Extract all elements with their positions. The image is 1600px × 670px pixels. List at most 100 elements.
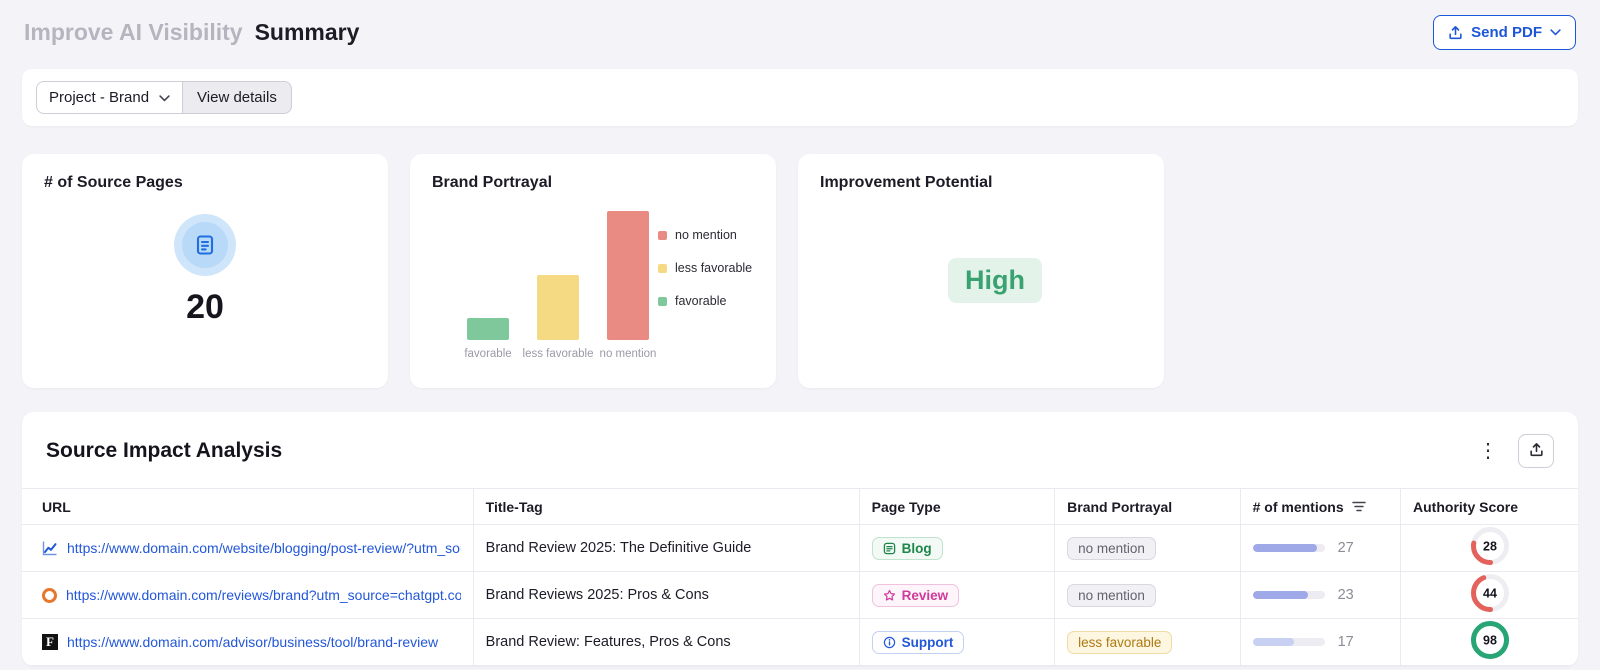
more-options-button[interactable]: ⋮: [1472, 437, 1504, 465]
table-header-bar: Source Impact Analysis ⋮: [22, 434, 1578, 488]
page-type-label: Review: [901, 587, 949, 603]
source-impact-analysis-card: Source Impact Analysis ⋮ URL Title-Tag Pag…: [22, 412, 1578, 666]
mentions-value: 17: [1337, 634, 1354, 650]
brand-portrayal-card: Brand Portrayal favorable less favorable n…: [410, 154, 776, 388]
improvement-potential-title: Improvement Potential: [820, 174, 993, 191]
page-title-breadcrumb: Improve AI Visibility: [24, 19, 243, 45]
chevron-down-icon: [1550, 29, 1561, 36]
x-axis-label: less favorable: [522, 348, 594, 360]
legend-swatch: [658, 230, 667, 240]
mentions-value: 27: [1337, 540, 1354, 556]
mentions-bar: [1252, 638, 1325, 646]
bar-less-favorable: [537, 275, 579, 340]
authority-score-value: 28: [1483, 540, 1497, 554]
export-button[interactable]: [1518, 434, 1554, 468]
legend-item: favorable: [658, 294, 752, 308]
source-url-link[interactable]: https://www.domain.com/advisor/business/…: [67, 634, 439, 650]
source-pages-card: # of Source Pages 20: [22, 154, 388, 388]
brand-portrayal-chart: favorable less favorable no mention no men…: [432, 196, 754, 368]
page-type-badge: Review: [871, 583, 960, 607]
column-header-authority-score[interactable]: Authority Score: [1400, 488, 1578, 525]
authority-score-value: 98: [1483, 634, 1497, 648]
authority-score-gauge: 44: [1470, 574, 1509, 612]
export-icon: [1529, 442, 1544, 460]
document-icon: [174, 214, 236, 276]
star-icon: [883, 589, 895, 601]
x-axis-label: favorable: [464, 348, 512, 360]
bar-chart-bars: [467, 210, 649, 340]
source-pages-title: # of Source Pages: [44, 174, 183, 191]
legend-item: no mention: [658, 228, 752, 242]
section-title: Source Impact Analysis: [46, 439, 283, 462]
source-impact-table: URL Title-Tag Page Type Brand Portrayal # of…: [22, 488, 1578, 666]
column-header-label: Title-Tag: [485, 498, 543, 515]
authority-score-gauge: 28: [1470, 527, 1509, 565]
document-icon-inner: [182, 222, 228, 268]
info-icon: [883, 636, 895, 648]
title-tag-cell: Brand Review 2025: The Definitive Guide: [472, 524, 860, 572]
authority-score-value: 44: [1483, 587, 1497, 601]
title-tag-cell: Brand Reviews 2025: Pros & Cons: [472, 571, 860, 619]
source-pages-stat: 20: [44, 214, 366, 327]
table-header-row: URL Title-Tag Page Type Brand Portrayal # of…: [22, 488, 1578, 525]
table-row: https://www.domain.com/reviews/brand?utm…: [22, 571, 1578, 619]
filter-bar: Project - Brand View details: [22, 69, 1578, 126]
mentions-value: 23: [1337, 587, 1354, 603]
title-tag-cell: Brand Review: Features, Pros & Cons: [472, 618, 860, 666]
upload-icon: [1448, 25, 1463, 40]
page-type-badge: Blog: [871, 536, 943, 560]
bar-favorable: [467, 318, 509, 340]
column-header-brand-portrayal[interactable]: Brand Portrayal: [1054, 488, 1241, 525]
project-brand-dropdown[interactable]: Project - Brand: [36, 81, 184, 114]
table-row: https://www.domain.com/website/blogging/…: [22, 524, 1578, 572]
brand-portrayal-title: Brand Portrayal: [432, 174, 553, 191]
mentions-bar: [1252, 591, 1325, 599]
column-header-label: # of mentions: [1252, 498, 1344, 515]
blog-icon: [883, 542, 895, 554]
table-body: https://www.domain.com/website/blogging/…: [22, 524, 1578, 666]
legend-label: no mention: [675, 228, 737, 242]
column-header-title-tag[interactable]: Title-Tag: [472, 488, 860, 525]
page-type-label: Support: [901, 634, 954, 650]
table-actions: ⋮: [1472, 434, 1554, 468]
orange-ring-icon: [42, 587, 57, 603]
x-axis-label: no mention: [599, 348, 657, 360]
project-controls: Project - Brand View details: [36, 81, 292, 114]
legend-swatch: [658, 263, 667, 273]
column-header-label: URL: [42, 498, 71, 515]
send-pdf-button[interactable]: Send PDF: [1433, 15, 1576, 50]
page-title-group: Improve AI Visibility Summary: [24, 19, 359, 46]
mentions-bar: [1252, 544, 1325, 552]
improvement-potential-card: Improvement Potential High: [798, 154, 1164, 388]
page-title: Summary: [254, 19, 360, 45]
line-chart-icon: [42, 540, 58, 556]
kpi-cards-row: # of Source Pages 20 Brand Portrayal fav…: [22, 154, 1578, 388]
authority-score-gauge: 98: [1470, 621, 1509, 659]
top-bar: Improve AI Visibility Summary Send PDF: [0, 0, 1600, 63]
send-pdf-label: Send PDF: [1471, 24, 1542, 41]
column-header-label: Authority Score: [1413, 498, 1519, 515]
view-details-button[interactable]: View details: [183, 81, 292, 114]
potential-badge: High: [948, 258, 1042, 303]
legend-label: favorable: [675, 294, 727, 308]
legend-item: less favorable: [658, 261, 752, 275]
column-header-label: Brand Portrayal: [1067, 498, 1173, 515]
sort-icon: [1351, 499, 1366, 515]
brand-portrayal-badge: no mention: [1067, 536, 1156, 560]
brand-portrayal-badge: less favorable: [1067, 630, 1173, 654]
chevron-down-icon: [159, 89, 170, 106]
column-header-label: Page Type: [871, 498, 941, 515]
page-type-badge: Support: [871, 630, 965, 654]
source-url-link[interactable]: https://www.domain.com/reviews/brand?utm…: [66, 587, 461, 603]
column-header-page-type[interactable]: Page Type: [858, 488, 1056, 525]
legend-label: less favorable: [675, 261, 752, 275]
bar-chart-legend: no mention less favorable favorable: [658, 228, 752, 308]
source-url-link[interactable]: https://www.domain.com/website/blogging/…: [67, 540, 461, 556]
kebab-icon: ⋮: [1478, 440, 1498, 462]
column-header--of-mentions[interactable]: # of mentions: [1239, 488, 1402, 525]
bar-no-mention: [607, 211, 649, 340]
column-header-url[interactable]: URL: [22, 488, 474, 525]
bar-chart-x-labels: favorable less favorable no mention: [464, 346, 677, 360]
source-pages-value: 20: [186, 288, 224, 326]
